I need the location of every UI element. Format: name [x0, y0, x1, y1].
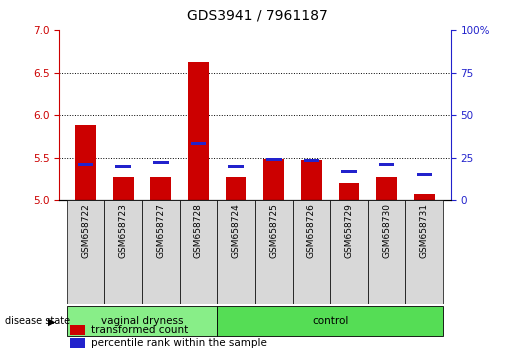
- Bar: [188, 62, 209, 200]
- Bar: [70, 325, 85, 335]
- Text: GSM658722: GSM658722: [81, 203, 90, 258]
- Bar: [226, 177, 247, 200]
- Bar: [263, 159, 284, 200]
- Text: vaginal dryness: vaginal dryness: [101, 315, 183, 326]
- Bar: [150, 177, 171, 200]
- Bar: [78, 163, 93, 166]
- Text: GSM658725: GSM658725: [269, 203, 278, 258]
- FancyBboxPatch shape: [405, 200, 443, 304]
- Text: disease state: disease state: [5, 316, 70, 326]
- Bar: [113, 177, 133, 200]
- Bar: [191, 142, 206, 145]
- FancyBboxPatch shape: [67, 200, 105, 304]
- FancyBboxPatch shape: [180, 200, 217, 304]
- Text: GDS3941 / 7961187: GDS3941 / 7961187: [187, 9, 328, 23]
- Text: GSM658727: GSM658727: [157, 203, 165, 258]
- Bar: [414, 194, 435, 200]
- Bar: [304, 159, 319, 162]
- Bar: [339, 183, 359, 200]
- Bar: [70, 338, 85, 348]
- Text: GSM658728: GSM658728: [194, 203, 203, 258]
- Bar: [341, 170, 357, 173]
- Bar: [376, 177, 397, 200]
- Bar: [379, 163, 394, 166]
- Text: GSM658730: GSM658730: [382, 203, 391, 258]
- Text: transformed count: transformed count: [91, 325, 188, 335]
- Bar: [153, 161, 168, 164]
- FancyBboxPatch shape: [217, 306, 443, 336]
- Bar: [417, 173, 432, 176]
- FancyBboxPatch shape: [293, 200, 330, 304]
- FancyBboxPatch shape: [255, 200, 293, 304]
- Bar: [115, 165, 131, 167]
- Bar: [301, 160, 322, 200]
- Text: percentile rank within the sample: percentile rank within the sample: [91, 338, 267, 348]
- Bar: [228, 165, 244, 167]
- FancyBboxPatch shape: [368, 200, 405, 304]
- Bar: [266, 158, 282, 161]
- Text: GSM658723: GSM658723: [118, 203, 128, 258]
- FancyBboxPatch shape: [330, 200, 368, 304]
- FancyBboxPatch shape: [217, 200, 255, 304]
- FancyBboxPatch shape: [67, 306, 217, 336]
- Text: GSM658726: GSM658726: [307, 203, 316, 258]
- Text: GSM658729: GSM658729: [345, 203, 353, 258]
- Bar: [75, 125, 96, 200]
- Text: ▶: ▶: [48, 316, 56, 326]
- FancyBboxPatch shape: [142, 200, 180, 304]
- FancyBboxPatch shape: [105, 200, 142, 304]
- Text: GSM658724: GSM658724: [232, 203, 241, 258]
- Text: control: control: [312, 315, 348, 326]
- Text: GSM658731: GSM658731: [420, 203, 429, 258]
